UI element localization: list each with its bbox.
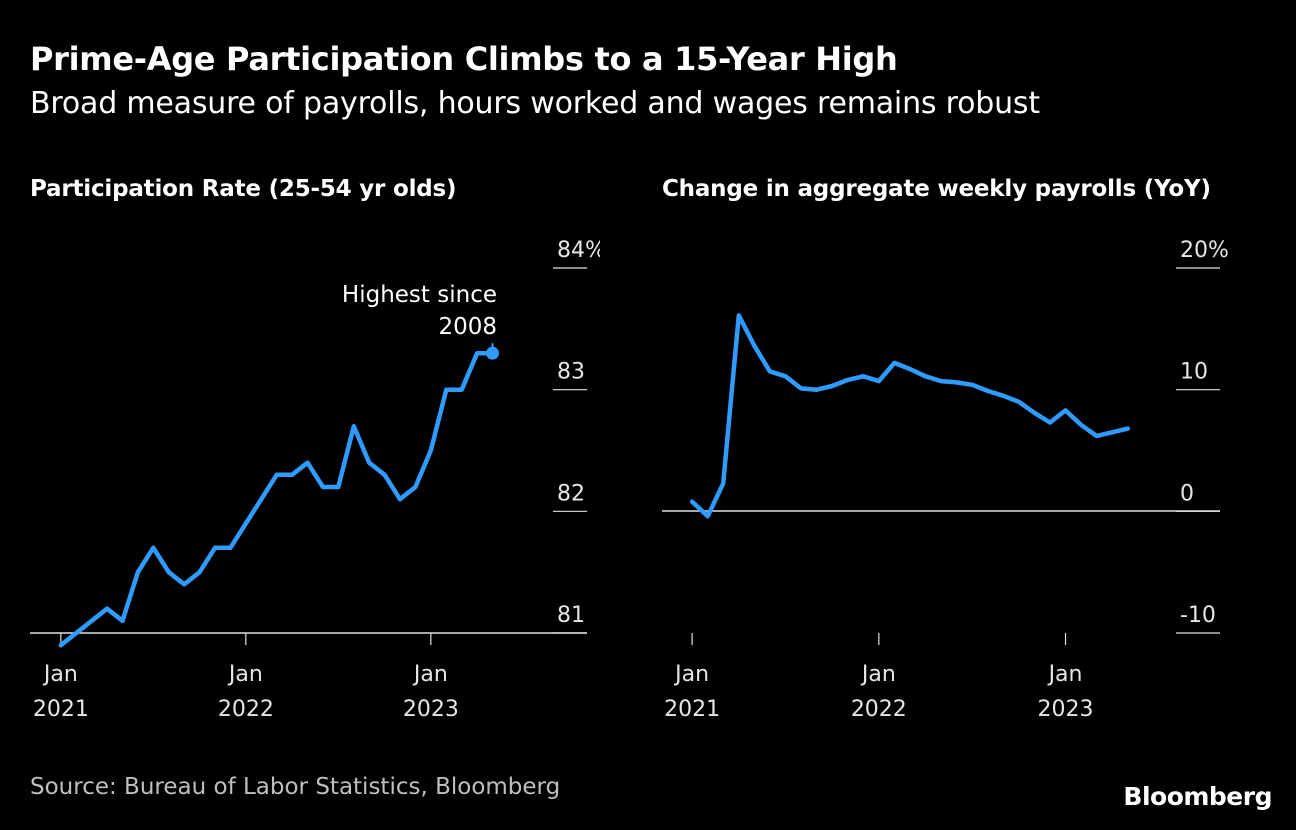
right-x-label-month-0: Jan (673, 662, 709, 687)
right-x-label-month-1: Jan (860, 662, 896, 687)
left-panel-title: Participation Rate (25-54 yr olds) (30, 176, 457, 202)
right-y-label-2: 0 (1180, 481, 1194, 506)
left-annotation-line2: 2008 (438, 314, 497, 340)
right-x-label-month-2: Jan (1047, 662, 1083, 687)
right-x-label-year-1: 2022 (851, 697, 907, 722)
left-y-label-2: 82 (557, 481, 585, 506)
source-note: Source: Bureau of Labor Statistics, Bloo… (30, 774, 561, 800)
left-y-label-0: 84% (557, 238, 600, 263)
left-x-label-month-0: Jan (42, 662, 78, 687)
chart-subtitle: Broad measure of payrolls, hours worked … (30, 86, 1040, 121)
right-x-label-year-2: 2023 (1038, 697, 1094, 722)
right-y-label-0: 20% (1180, 238, 1229, 263)
right-y-label-3: -10 (1180, 603, 1216, 628)
left-x-label-month-2: Jan (412, 662, 448, 687)
left-x-label-year-0: 2021 (33, 697, 89, 722)
left-x-label-year-2: 2023 (403, 697, 459, 722)
right-series-line-0 (689, 313, 1131, 519)
left-annotation-line1: Highest since (342, 282, 497, 308)
left-highlight-point (486, 346, 499, 360)
right-panel-title: Change in aggregate weekly payrolls (YoY… (662, 176, 1211, 202)
left-y-label-1: 83 (557, 360, 585, 385)
left-y-label-3: 81 (557, 603, 585, 628)
bloomberg-logo: Bloomberg (1123, 782, 1272, 811)
left-x-label-month-1: Jan (227, 662, 263, 687)
left-x-label-year-1: 2022 (218, 697, 274, 722)
aggregate-payrolls-chart: 20% 10 0 -10 Jan 2021 Jan 2022 Jan 2023 (662, 238, 1229, 722)
participation-rate-chart: 84% 83 82 81 Jan 2021 Jan 2022 Jan 2023 Highest si… (30, 238, 600, 722)
chart-title: Prime-Age Participation Climbs to a 15-Y… (30, 40, 898, 78)
right-x-label-year-0: 2021 (664, 697, 720, 722)
left-series-line-0 (58, 350, 495, 648)
right-y-label-1: 10 (1180, 360, 1208, 385)
